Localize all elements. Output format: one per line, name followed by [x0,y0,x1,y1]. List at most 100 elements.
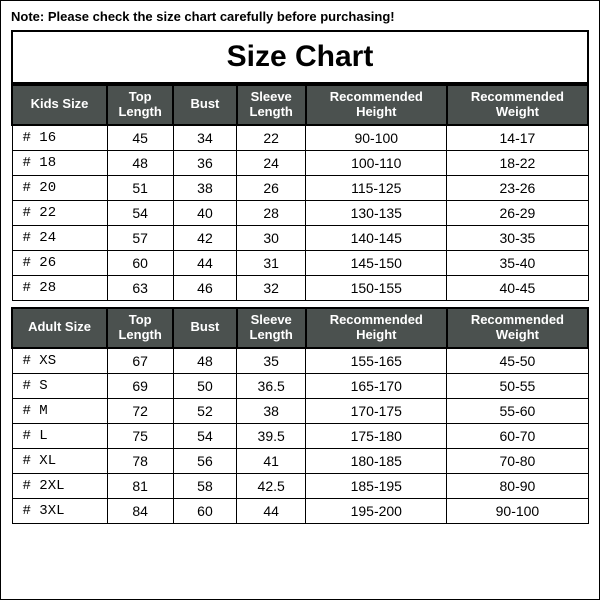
cell: 48 [173,348,236,374]
cell: # XL [12,448,107,473]
cell: 32 [237,275,306,300]
cell: 81 [107,473,173,498]
cell: 26 [237,175,306,200]
cell: 35-40 [447,250,588,275]
adult-size-table: Adult Size Top Length Bust Sleeve Length… [11,307,589,524]
cell: 48 [107,150,173,175]
table-row: # XS674835155-16545-50 [12,348,588,374]
cell: 180-185 [306,448,447,473]
table-row: # 18483624100-11018-22 [12,150,588,175]
cell: 78 [107,448,173,473]
cell: 140-145 [306,225,447,250]
col-header: Sleeve Length [237,85,306,125]
cell: 28 [237,200,306,225]
cell: 69 [107,373,173,398]
cell: 31 [237,250,306,275]
cell: # 22 [12,200,107,225]
cell: 41 [237,448,306,473]
cell: 130-135 [306,200,447,225]
cell: # L [12,423,107,448]
col-header: Kids Size [12,85,107,125]
cell: 52 [173,398,236,423]
cell: 67 [107,348,173,374]
cell: 175-180 [306,423,447,448]
cell: # 3XL [12,498,107,523]
cell: 63 [107,275,173,300]
cell: 165-170 [306,373,447,398]
cell: 38 [237,398,306,423]
cell: 54 [173,423,236,448]
cell: 26-29 [447,200,588,225]
cell: 58 [173,473,236,498]
cell: 70-80 [447,448,588,473]
cell: 22 [237,125,306,151]
cell: 40 [173,200,236,225]
adult-header-row: Adult Size Top Length Bust Sleeve Length… [12,308,588,348]
cell: 36 [173,150,236,175]
cell: 14-17 [447,125,588,151]
cell: # XS [12,348,107,374]
table-row: # S695036.5165-17050-55 [12,373,588,398]
kids-header-row: Kids Size Top Length Bust Sleeve Length … [12,85,588,125]
cell: 155-165 [306,348,447,374]
cell: 42.5 [237,473,306,498]
cell: 42 [173,225,236,250]
cell: 80-90 [447,473,588,498]
cell: 51 [107,175,173,200]
cell: 39.5 [237,423,306,448]
cell: # 24 [12,225,107,250]
cell: 54 [107,200,173,225]
col-header: Recommended Weight [447,85,588,125]
cell: 100-110 [306,150,447,175]
cell: 34 [173,125,236,151]
cell: 50 [173,373,236,398]
cell: 90-100 [306,125,447,151]
cell: 38 [173,175,236,200]
col-header: Top Length [107,308,173,348]
table-row: # L755439.5175-18060-70 [12,423,588,448]
cell: 24 [237,150,306,175]
table-row: # 28634632150-15540-45 [12,275,588,300]
cell: 30 [237,225,306,250]
table-row: # 24574230140-14530-35 [12,225,588,250]
cell: # 16 [12,125,107,151]
cell: # S [12,373,107,398]
cell: 35 [237,348,306,374]
col-header: Recommended Height [306,308,447,348]
col-header: Top Length [107,85,173,125]
cell: 90-100 [447,498,588,523]
table-row: # 20513826115-12523-26 [12,175,588,200]
cell: 36.5 [237,373,306,398]
col-header: Bust [173,85,236,125]
col-header: Recommended Height [306,85,447,125]
table-row: # 2XL815842.5185-19580-90 [12,473,588,498]
col-header: Bust [173,308,236,348]
cell: 44 [173,250,236,275]
cell: 72 [107,398,173,423]
table-row: # 26604431145-15035-40 [12,250,588,275]
cell: 30-35 [447,225,588,250]
kids-size-table: Kids Size Top Length Bust Sleeve Length … [11,84,589,301]
cell: # M [12,398,107,423]
cell: 150-155 [306,275,447,300]
cell: 170-175 [306,398,447,423]
cell: 50-55 [447,373,588,398]
cell: 18-22 [447,150,588,175]
cell: 55-60 [447,398,588,423]
note-text: Note: Please check the size chart carefu… [11,9,589,24]
col-header: Adult Size [12,308,107,348]
cell: 56 [173,448,236,473]
table-row: # 1645342290-10014-17 [12,125,588,151]
size-chart-container: Note: Please check the size chart carefu… [0,0,600,600]
cell: 185-195 [306,473,447,498]
col-header: Sleeve Length [237,308,306,348]
cell: # 2XL [12,473,107,498]
table-row: # 22544028130-13526-29 [12,200,588,225]
cell: 45 [107,125,173,151]
cell: # 26 [12,250,107,275]
cell: # 20 [12,175,107,200]
cell: 45-50 [447,348,588,374]
cell: 40-45 [447,275,588,300]
cell: 57 [107,225,173,250]
table-row: # 3XL846044195-20090-100 [12,498,588,523]
